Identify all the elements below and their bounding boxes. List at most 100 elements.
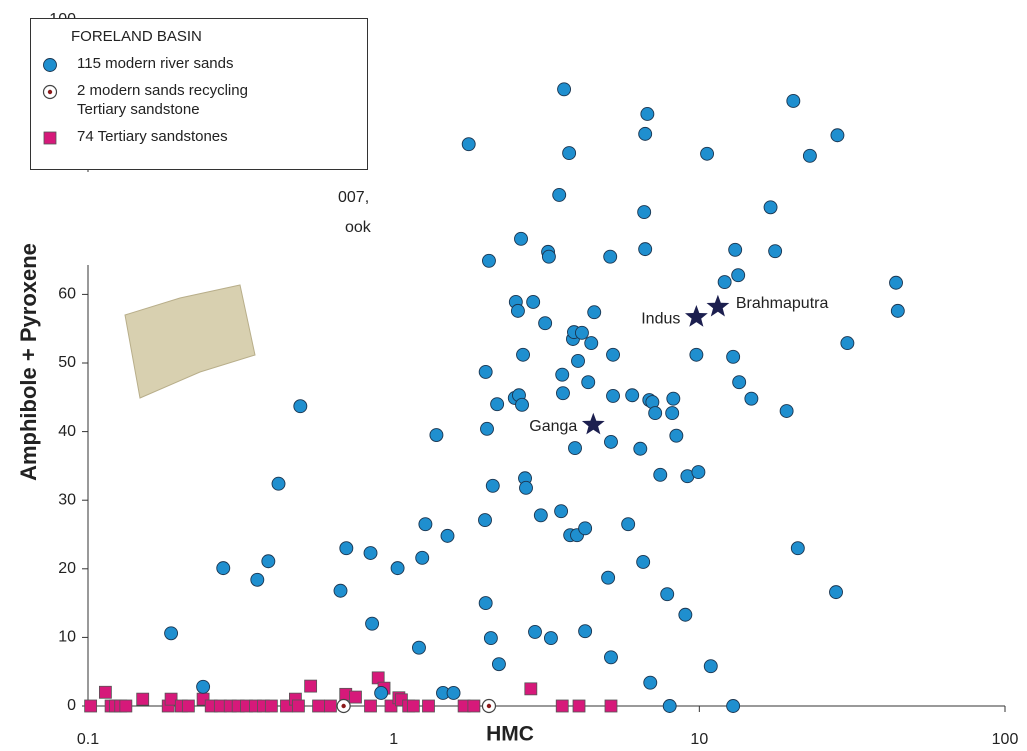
data-point: [98, 685, 112, 699]
data-point: [802, 148, 817, 163]
data-point: [312, 699, 325, 713]
data-point: [840, 336, 855, 351]
data-point: [461, 137, 476, 152]
x-tick-label: 0.1: [77, 731, 99, 748]
y-tick-label: 40: [58, 423, 76, 440]
data-point: [562, 146, 577, 161]
data-point: [786, 93, 801, 108]
x-tick-label: 10: [690, 731, 708, 748]
legend-label: 115 modern river sands: [77, 55, 234, 72]
data-point: [528, 624, 542, 639]
data-point: [481, 698, 497, 714]
legend-label: 2 modern sands recycling Tertiary sandst…: [77, 82, 248, 118]
data-point: [364, 699, 377, 713]
ring-dot: [47, 89, 53, 95]
data-point: [524, 682, 538, 696]
data-point: [164, 626, 179, 641]
data-point: [164, 692, 178, 706]
data-point: [606, 388, 620, 403]
data-point: [621, 517, 636, 532]
data-point: [543, 631, 558, 646]
data-point: [339, 541, 354, 556]
data-point: [666, 391, 681, 406]
data-point: [336, 698, 351, 714]
star-marker: [581, 412, 605, 435]
data-point: [541, 249, 556, 264]
data-point: [637, 205, 652, 220]
x-tick-label: 1: [389, 731, 398, 748]
data-point: [829, 585, 843, 600]
data-point: [574, 325, 589, 340]
data-point: [640, 107, 655, 121]
data-point: [601, 570, 616, 585]
data-point: [264, 699, 278, 713]
data-point: [519, 480, 533, 495]
data-point: [304, 679, 318, 693]
data-point: [669, 428, 684, 443]
data-point: [478, 596, 493, 611]
ring-dot: [341, 703, 346, 709]
data-point: [119, 699, 133, 713]
data-point: [538, 316, 553, 331]
data-point: [726, 349, 741, 364]
data-point: [490, 397, 505, 412]
data-point: [363, 546, 378, 560]
legend-entry: 2 modern sands recycling Tertiary sandst…: [42, 81, 367, 119]
data-point: [483, 631, 498, 646]
data-point: [374, 686, 389, 700]
star-label: Ganga: [529, 418, 577, 435]
y-tick-label: 0: [67, 697, 76, 714]
data-point: [638, 242, 653, 257]
data-point: [572, 699, 586, 713]
data-point: [510, 303, 525, 318]
data-point: [250, 572, 265, 587]
data-point: [703, 659, 718, 674]
legend-swatch: [43, 131, 57, 145]
data-point: [587, 305, 602, 320]
data-point: [830, 128, 845, 143]
data-point: [429, 428, 444, 442]
data-point: [643, 675, 658, 690]
data-point: [889, 275, 903, 290]
data-point: [689, 347, 704, 362]
data-point: [261, 554, 276, 569]
data-point: [533, 508, 548, 523]
data-point: [648, 406, 663, 421]
data-point: [578, 521, 593, 536]
data-point: [890, 303, 905, 318]
y-tick-label: 10: [58, 629, 76, 646]
data-point: [555, 367, 570, 382]
data-point: [726, 699, 741, 713]
data-point: [779, 404, 794, 418]
data-point: [480, 421, 494, 436]
data-point: [732, 375, 747, 390]
data-point: [717, 275, 732, 290]
data-point: [446, 686, 461, 700]
y-axis-label: Amphibole + Pyroxene: [16, 243, 41, 481]
data-point: [665, 406, 680, 421]
data-point: [678, 607, 693, 622]
data-point: [478, 364, 493, 379]
legend: FORELAND BASIN 115 modern river sands 2 m…: [30, 18, 368, 170]
data-point: [731, 268, 746, 283]
data-point: [365, 616, 380, 631]
legend-title: FORELAND BASIN: [71, 28, 202, 45]
star-marker: [706, 294, 730, 317]
data-point: [557, 82, 572, 97]
data-point: [136, 692, 150, 706]
fragment-text: ook: [345, 219, 372, 236]
data-point: [556, 386, 570, 401]
data-point: [482, 253, 496, 268]
data-point: [662, 699, 677, 713]
y-tick-label: 50: [58, 354, 76, 371]
data-point: [418, 517, 433, 532]
data-point: [478, 513, 492, 528]
data-point: [216, 561, 231, 576]
data-point: [196, 679, 211, 694]
data-point: [526, 294, 541, 309]
data-point: [293, 399, 308, 414]
star-label: Indus: [641, 310, 680, 327]
mineral-photo: [124, 284, 256, 399]
